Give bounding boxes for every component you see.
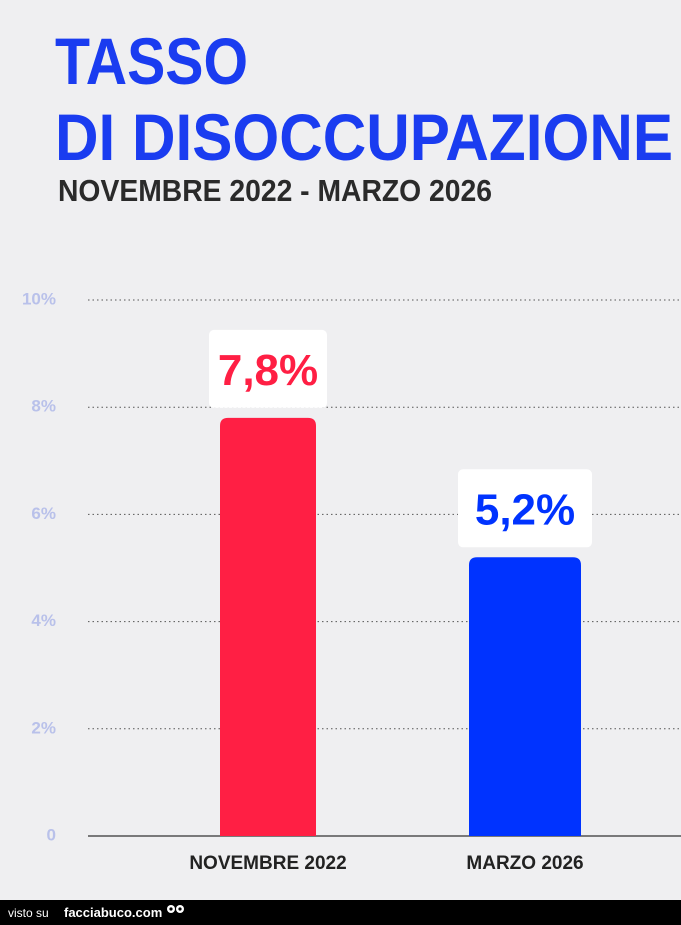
y-tick-label: 8%	[31, 397, 56, 416]
x-tick-label: MARZO 2026	[466, 853, 583, 874]
y-tick-label: 6%	[31, 504, 56, 523]
value-label-box	[209, 329, 327, 408]
footer-site: facciabuco.com	[64, 905, 162, 920]
chart-subtitle: NOVEMBRE 2022 - MARZO 2026	[58, 173, 492, 208]
value-label: 7,8%	[218, 346, 318, 395]
footer-logo	[167, 905, 184, 913]
y-tick-label: 4%	[31, 611, 56, 630]
bar	[220, 417, 316, 836]
y-tick-label: 10%	[22, 289, 56, 308]
chart-title: TASSO	[55, 24, 248, 98]
y-tick-label: 2%	[31, 718, 56, 737]
x-tick-label: NOVEMBRE 2022	[189, 853, 346, 874]
chart-title: DI DISOCCUPAZIONE	[55, 100, 673, 174]
footer-prefix: visto su	[8, 906, 49, 920]
bar	[469, 557, 581, 836]
value-label: 5,2%	[475, 485, 575, 534]
footer-bar	[0, 900, 681, 925]
value-label-box	[458, 469, 592, 548]
y-tick-label: 0	[47, 825, 56, 844]
